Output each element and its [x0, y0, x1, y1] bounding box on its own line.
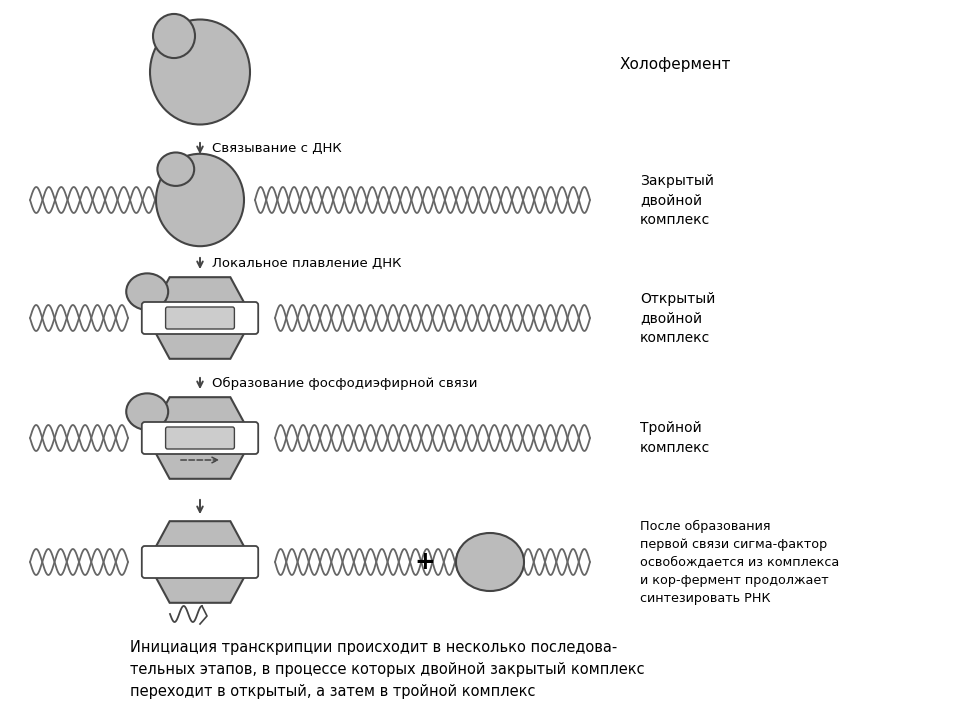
Ellipse shape	[157, 153, 194, 186]
Text: После образования
первой связи сигма-фактор
освобождается из комплекса
и кор-фер: После образования первой связи сигма-фак…	[640, 519, 839, 605]
Polygon shape	[148, 521, 252, 603]
FancyBboxPatch shape	[142, 422, 258, 454]
Ellipse shape	[456, 533, 524, 591]
FancyBboxPatch shape	[165, 307, 234, 329]
FancyBboxPatch shape	[142, 302, 258, 334]
Polygon shape	[148, 277, 252, 359]
Text: Открытый
двойной
комплекс: Открытый двойной комплекс	[640, 292, 715, 344]
Text: Инициация транскрипции происходит в несколько последова-
тельных этапов, в проце: Инициация транскрипции происходит в неск…	[130, 640, 644, 699]
Text: Холофермент: Холофермент	[620, 56, 732, 71]
Ellipse shape	[150, 19, 250, 125]
Polygon shape	[148, 397, 252, 479]
FancyBboxPatch shape	[142, 546, 258, 578]
Ellipse shape	[153, 14, 195, 58]
Ellipse shape	[156, 154, 244, 246]
Text: Закрытый
двойной
комплекс: Закрытый двойной комплекс	[640, 174, 714, 227]
Text: Локальное плавление ДНК: Локальное плавление ДНК	[212, 256, 401, 269]
Text: +: +	[415, 550, 436, 574]
Ellipse shape	[126, 393, 168, 430]
Text: Образование фосфодиэфирной связи: Образование фосфодиэфирной связи	[212, 377, 477, 390]
Ellipse shape	[126, 274, 168, 310]
Text: Тройной
комплекс: Тройной комплекс	[640, 421, 710, 455]
FancyBboxPatch shape	[165, 427, 234, 449]
Text: Связывание с ДНК: Связывание с ДНК	[212, 142, 342, 155]
